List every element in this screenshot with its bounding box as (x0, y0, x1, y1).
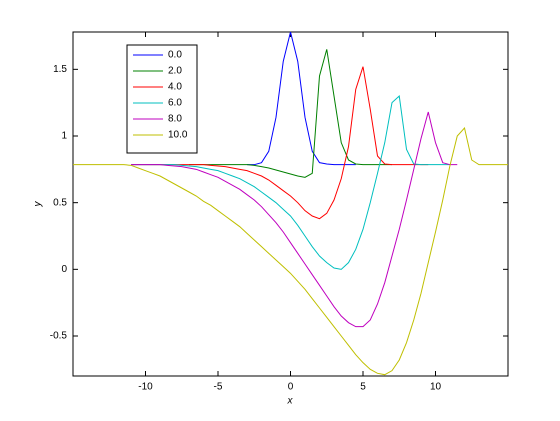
y-tick-label: 1 (61, 131, 67, 142)
legend-label: 10.0 (168, 130, 188, 141)
x-tick-label: 0 (288, 382, 294, 393)
legend-label: 2.0 (168, 66, 182, 77)
legend-label: 8.0 (168, 114, 182, 125)
x-axis-label: x (287, 396, 294, 407)
series-line (73, 126, 508, 376)
x-tick-label: 5 (360, 382, 366, 393)
series-line (131, 111, 458, 328)
legend-label: 4.0 (168, 82, 182, 93)
series-line (189, 49, 392, 178)
y-tick-label: 0.5 (53, 197, 67, 208)
series-line (131, 94, 450, 270)
series-line (247, 31, 356, 166)
y-axis-label: y (33, 201, 44, 208)
x-tick-label: -5 (214, 382, 223, 393)
y-tick-label: 1.5 (53, 64, 67, 75)
series-line (131, 66, 429, 220)
y-tick-label: 0 (61, 264, 67, 275)
y-tick-label: -0.5 (50, 331, 68, 342)
legend-label: 0.0 (168, 50, 182, 61)
legend-label: 6.0 (168, 98, 182, 109)
x-tick-label: -10 (138, 382, 153, 393)
x-tick-label: 10 (430, 382, 442, 393)
